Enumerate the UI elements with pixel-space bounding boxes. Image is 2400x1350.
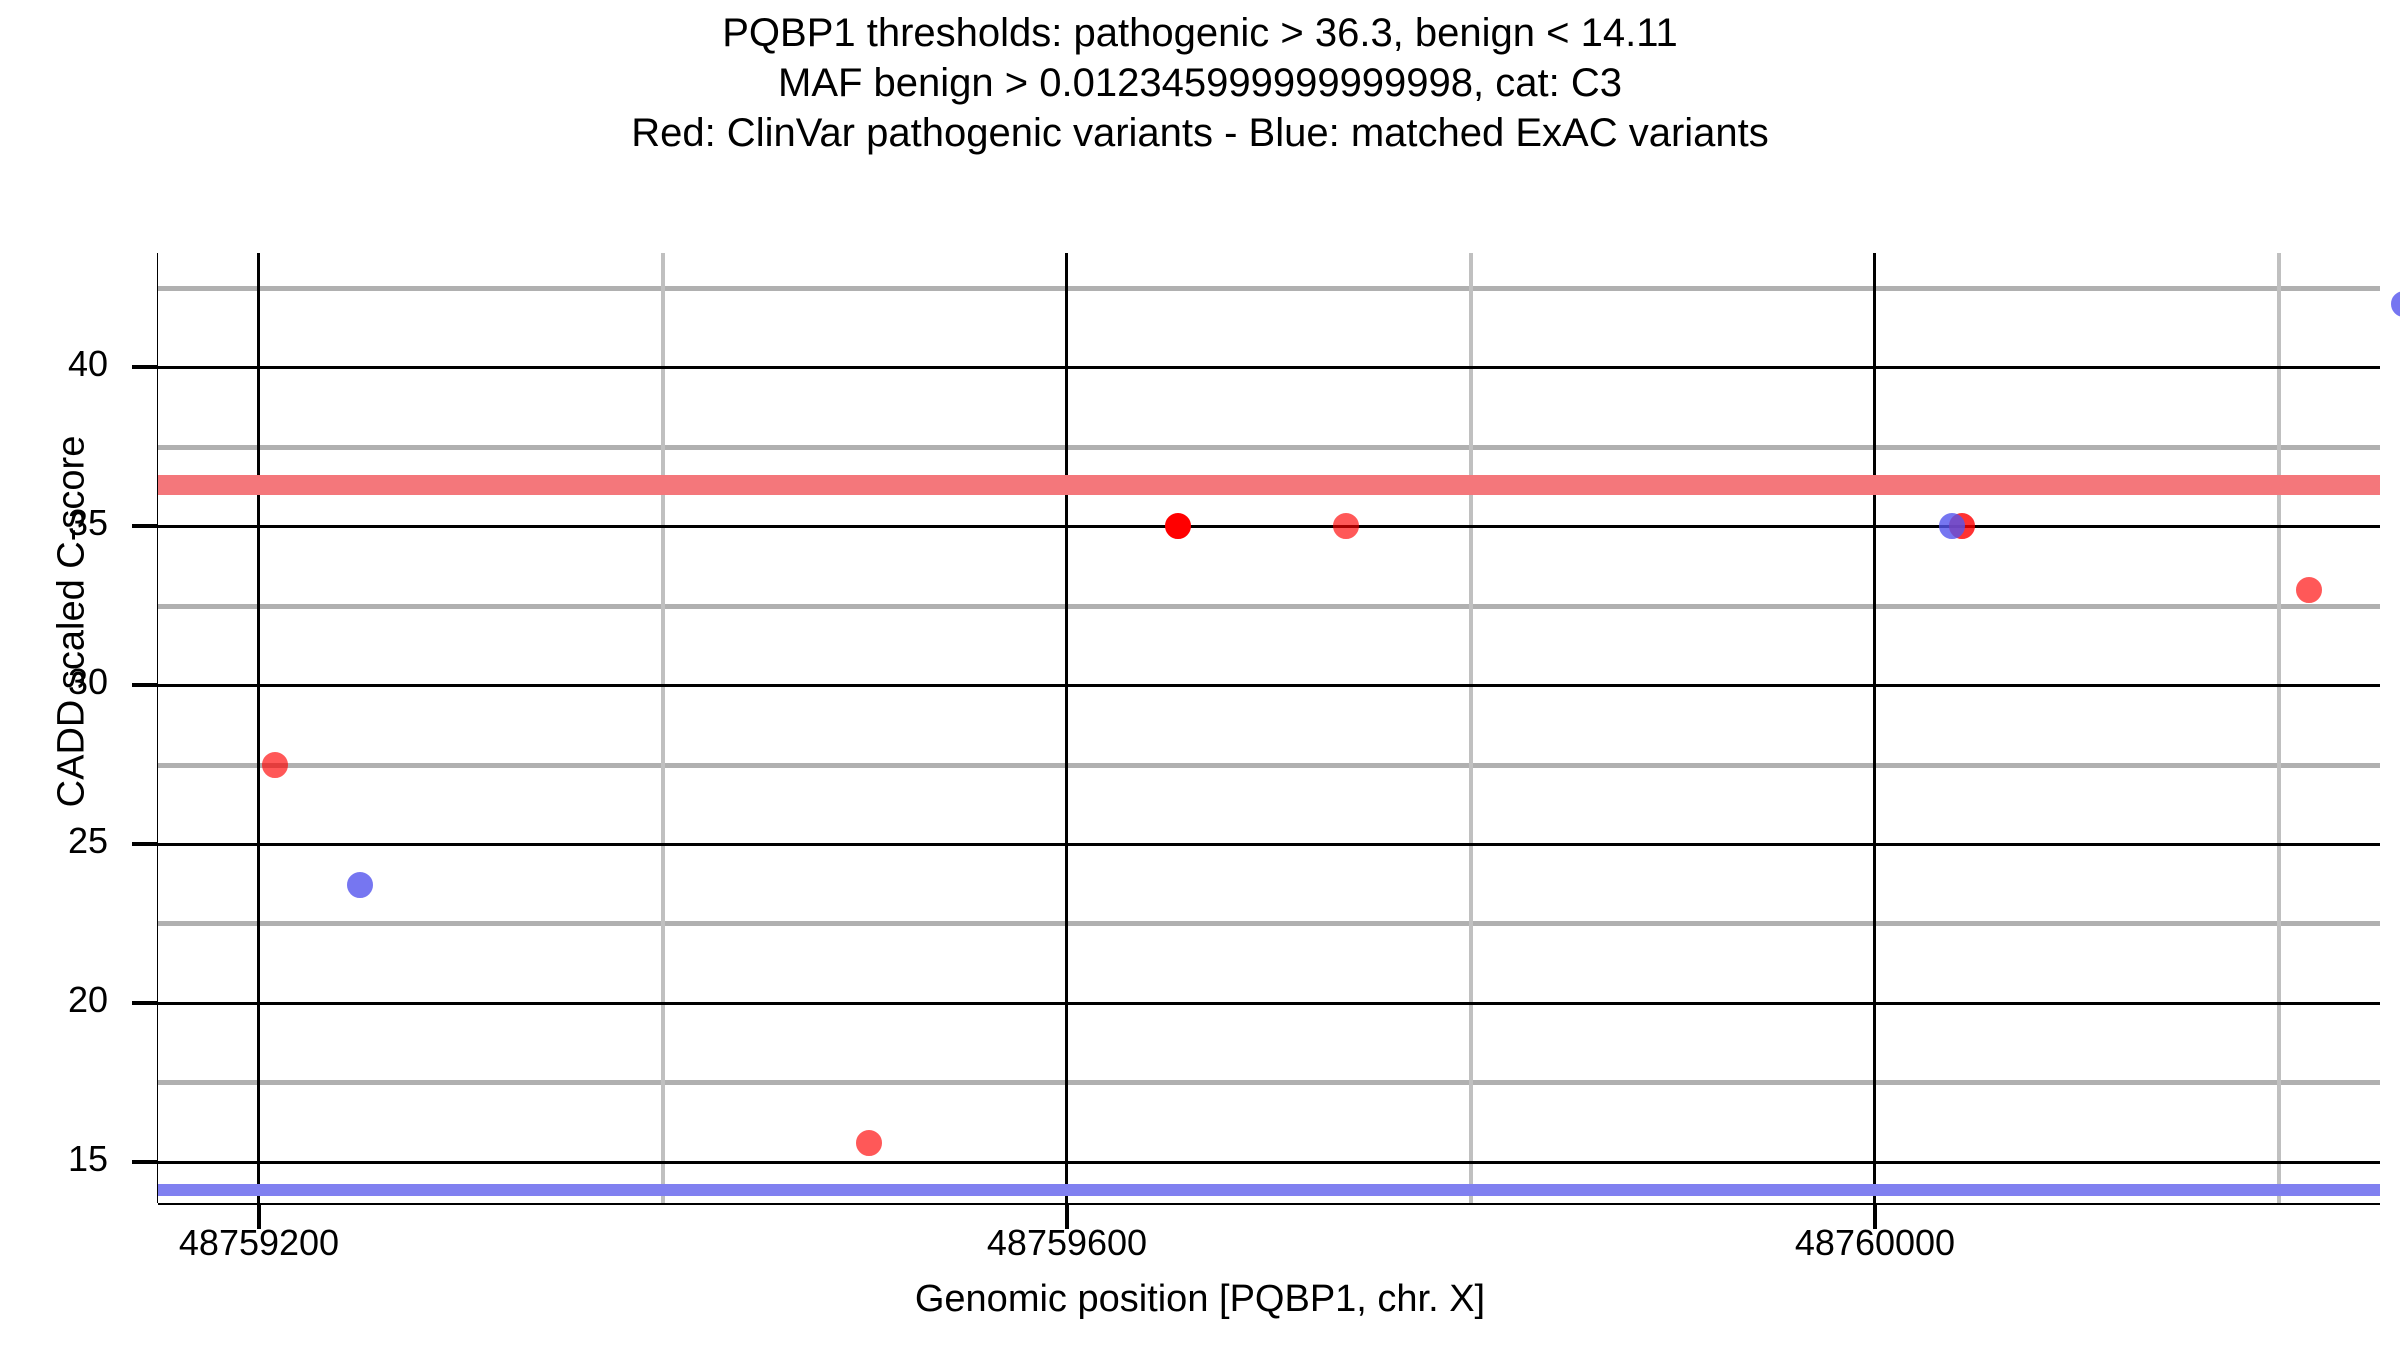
y-tick-label: 20 <box>67 978 108 1020</box>
y-tick-label: 40 <box>67 343 108 385</box>
y-tick-label: 35 <box>67 502 108 544</box>
gridline-vertical-major <box>1065 253 1068 1203</box>
x-tick-label: 48759200 <box>178 1222 340 1263</box>
x-tick <box>257 1203 261 1229</box>
value-line-35 <box>158 525 2380 529</box>
gridline-horizontal <box>158 921 2380 927</box>
y-tick <box>132 1159 158 1164</box>
x-axis-label: Genomic position [PQBP1, chr. X] <box>914 1278 1486 1320</box>
gridline-horizontal <box>158 603 2380 609</box>
chart-title-line-1: PQBP1 thresholds: pathogenic > 36.3, ben… <box>722 11 1678 55</box>
gridline-horizontal <box>158 1080 2380 1086</box>
data-point <box>2296 576 2323 603</box>
y-tick <box>132 683 158 688</box>
gridline-horizontal <box>158 444 2380 450</box>
threshold-line-pathogenic <box>158 474 2380 495</box>
y-tick <box>132 365 158 370</box>
gridline-vertical <box>1469 253 1473 1203</box>
value-line-25 <box>158 842 2380 846</box>
x-axis-line <box>158 1202 2380 1205</box>
x-tick <box>1065 1203 1069 1229</box>
value-line-40 <box>158 366 2380 370</box>
gridline-vertical-major <box>257 253 260 1203</box>
data-point <box>262 751 289 778</box>
data-point <box>1332 513 1359 540</box>
chart-title-line-2: MAF benign > 0.012345999999999998, cat: … <box>778 61 1622 105</box>
y-tick-label: 30 <box>67 661 108 703</box>
data-point <box>1165 513 1192 540</box>
gridline-vertical <box>2277 253 2281 1203</box>
plot-area <box>158 253 2400 1229</box>
data-point <box>1938 513 1965 540</box>
chart-title-line-3: Red: ClinVar pathogenic variants - Blue:… <box>631 111 1769 155</box>
data-point <box>856 1129 883 1156</box>
value-line-30 <box>158 684 2380 688</box>
x-tick-label: 48760000 <box>1794 1222 1956 1263</box>
gridline-horizontal <box>158 762 2380 768</box>
x-tick-label: 48759600 <box>986 1222 1148 1263</box>
y-tick <box>132 1000 158 1005</box>
gridline-horizontal <box>158 285 2380 291</box>
threshold-line-benign <box>158 1183 2380 1196</box>
data-point <box>2391 290 2400 317</box>
gridline-vertical <box>661 253 665 1203</box>
x-tick <box>1873 1203 1877 1229</box>
data-point <box>347 872 373 899</box>
y-tick-label: 25 <box>67 819 108 861</box>
chart-title: PQBP1 thresholds: pathogenic > 36.3, ben… <box>0 8 2400 158</box>
value-line-20 <box>158 1001 2380 1005</box>
gridline-vertical-major <box>1873 253 1876 1203</box>
value-line-15 <box>158 1160 2380 1164</box>
y-tick-label: 15 <box>67 1137 108 1179</box>
y-tick <box>132 524 158 529</box>
y-tick <box>132 841 158 846</box>
